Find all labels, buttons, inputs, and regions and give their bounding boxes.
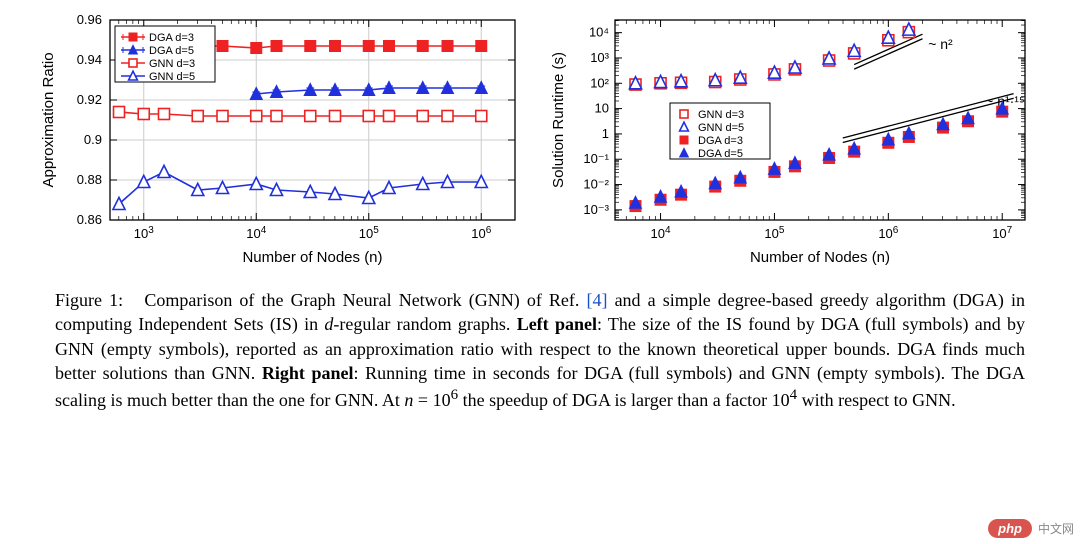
svg-text:0.92: 0.92 (77, 92, 102, 107)
watermark: php 中文网 (988, 519, 1074, 538)
svg-text:10⁻²: 10⁻² (583, 177, 609, 192)
caption-text: Comparison of the Graph Neural Network (… (144, 290, 586, 310)
svg-text:106: 106 (878, 225, 898, 242)
svg-text:10³: 10³ (590, 50, 609, 65)
svg-text:1: 1 (602, 126, 609, 141)
right-chart: 10⁻³ 10⁻² 10⁻¹ 1 10 10² 10³ 10⁴ 104 105 106 107 Numb… (545, 8, 1045, 268)
svg-text:103: 103 (134, 225, 154, 242)
svg-text:105: 105 (359, 225, 379, 242)
svg-text:10⁻¹: 10⁻¹ (583, 151, 609, 166)
svg-text:Number of Nodes (n): Number of Nodes (n) (750, 249, 890, 266)
svg-text:GNN d=3: GNN d=3 (698, 109, 744, 121)
svg-text:0.94: 0.94 (77, 52, 102, 67)
svg-text:106: 106 (471, 225, 491, 242)
svg-text:105: 105 (764, 225, 784, 242)
right-panel-label: Right panel (262, 363, 354, 383)
left-panel-label: Left panel (517, 314, 597, 334)
svg-text:~ n²: ~ n² (928, 36, 953, 52)
figure-panels: 0.86 0.88 0.9 0.92 0.94 0.96 103 104 105 106 Numbe… (0, 0, 1080, 268)
svg-text:10⁴: 10⁴ (589, 25, 609, 40)
svg-text:Number of Nodes (n): Number of Nodes (n) (242, 249, 382, 266)
svg-text:104: 104 (246, 225, 266, 242)
caption-text: the speedup of DGA is larger than a fact… (458, 390, 790, 410)
svg-text:Approximation Ratio: Approximation Ratio (40, 52, 57, 187)
svg-text:10²: 10² (590, 75, 609, 90)
svg-text:10: 10 (595, 101, 609, 116)
svg-text:107: 107 (992, 225, 1012, 242)
svg-text:104: 104 (651, 225, 671, 242)
svg-text:DGA d=5: DGA d=5 (698, 148, 743, 160)
left-chart: 0.86 0.88 0.9 0.92 0.94 0.96 103 104 105 106 Numbe… (35, 8, 535, 268)
svg-text:DGA d=5: DGA d=5 (149, 45, 194, 57)
figure-caption: Figure 1: Comparison of the Graph Neural… (0, 268, 1080, 412)
svg-text:DGA d=3: DGA d=3 (698, 135, 743, 147)
svg-text:0.88: 0.88 (77, 172, 102, 187)
svg-text:0.86: 0.86 (77, 212, 102, 227)
svg-text:DGA d=3: DGA d=3 (149, 32, 194, 44)
caption-italic: d (324, 314, 333, 334)
caption-text: with respect to GNN. (797, 390, 955, 410)
svg-text:10⁻³: 10⁻³ (583, 202, 609, 217)
watermark-badge: php (988, 519, 1032, 538)
svg-text:0.96: 0.96 (77, 12, 102, 27)
watermark-text: 中文网 (1038, 520, 1074, 537)
svg-text:GNN d=3: GNN d=3 (149, 58, 195, 70)
citation-link[interactable]: [4] (586, 290, 607, 310)
svg-text:Solution Runtime (s): Solution Runtime (s) (550, 52, 567, 188)
svg-text:0.9: 0.9 (84, 132, 102, 147)
svg-text:GNN d=5: GNN d=5 (698, 122, 744, 134)
caption-label: Figure 1: (55, 290, 123, 310)
svg-text:GNN d=5: GNN d=5 (149, 71, 195, 83)
